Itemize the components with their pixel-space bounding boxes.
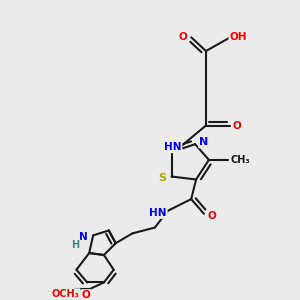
Text: N: N: [199, 137, 208, 147]
Text: O: O: [82, 290, 91, 300]
Text: OCH₃: OCH₃: [52, 289, 80, 299]
Text: S: S: [159, 173, 167, 184]
Text: HN: HN: [149, 208, 166, 218]
Text: HN: HN: [164, 142, 181, 152]
Text: CH₃: CH₃: [230, 155, 250, 165]
Text: O: O: [207, 211, 216, 221]
Text: N: N: [79, 232, 88, 242]
Text: OH: OH: [230, 32, 247, 42]
Text: O: O: [179, 32, 188, 42]
Text: O: O: [233, 121, 242, 130]
Text: H: H: [71, 240, 80, 250]
